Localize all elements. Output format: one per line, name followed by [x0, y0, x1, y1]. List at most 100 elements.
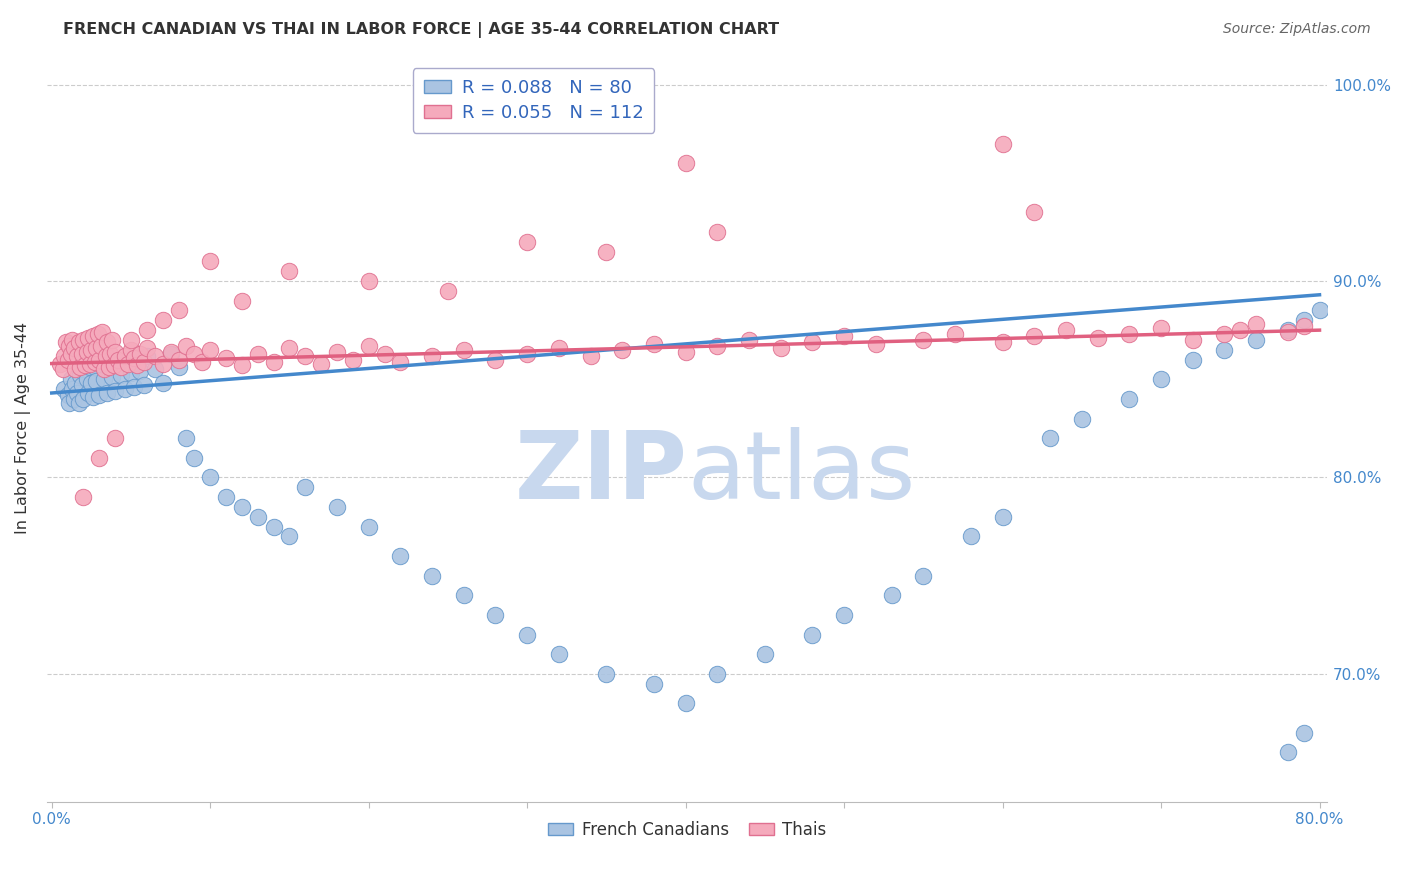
Point [63, 392, 86, 406]
Point [547, 341, 569, 355]
Point [69, 360, 91, 375]
Point [420, 568, 443, 582]
Point [132, 354, 155, 368]
Point [176, 339, 198, 353]
Point [912, 333, 935, 347]
Point [991, 136, 1014, 151]
Point [278, 264, 301, 278]
Point [1308, 303, 1330, 318]
Point [1039, 431, 1062, 445]
Point [66, 386, 89, 401]
Point [1277, 746, 1299, 760]
Point [706, 225, 728, 239]
Point [200, 254, 222, 268]
Point [83, 354, 105, 368]
Point [143, 349, 166, 363]
Point [52, 362, 75, 376]
Point [104, 344, 127, 359]
Point [77, 386, 100, 401]
Point [357, 339, 380, 353]
Point [880, 588, 903, 602]
Point [167, 303, 190, 318]
Point [263, 354, 285, 368]
Text: ZIP: ZIP [515, 427, 688, 519]
Point [612, 343, 634, 357]
Point [76, 372, 98, 386]
Point [389, 549, 412, 563]
Point [56, 352, 79, 367]
Point [122, 380, 145, 394]
Point [152, 376, 174, 391]
Point [69, 368, 91, 383]
Point [120, 333, 142, 347]
Point [143, 362, 166, 376]
Point [1054, 323, 1077, 337]
Point [63, 341, 86, 355]
Point [991, 334, 1014, 349]
Point [48, 357, 70, 371]
Point [1118, 327, 1140, 342]
Point [58, 339, 80, 353]
Point [991, 509, 1014, 524]
Point [1070, 411, 1092, 425]
Point [53, 349, 76, 363]
Point [104, 431, 127, 445]
Point [231, 500, 253, 514]
Point [675, 697, 697, 711]
Point [231, 293, 253, 308]
Point [79, 357, 101, 371]
Point [912, 568, 935, 582]
Point [59, 347, 82, 361]
Point [453, 588, 475, 602]
Point [94, 349, 117, 363]
Point [82, 329, 104, 343]
Point [342, 352, 364, 367]
Point [200, 343, 222, 357]
Point [1229, 323, 1251, 337]
Point [91, 359, 114, 373]
Point [326, 344, 349, 359]
Point [516, 347, 538, 361]
Point [127, 351, 149, 365]
Point [579, 349, 602, 363]
Point [89, 450, 111, 465]
Point [191, 354, 214, 368]
Point [1087, 331, 1109, 345]
Point [326, 500, 349, 514]
Point [420, 349, 443, 363]
Point [122, 351, 145, 365]
Point [643, 337, 665, 351]
Point [67, 396, 90, 410]
Y-axis label: In Labor Force | Age 35-44: In Labor Force | Age 35-44 [15, 322, 31, 534]
Point [215, 351, 238, 365]
Point [67, 334, 90, 349]
Point [1213, 343, 1236, 357]
Point [135, 341, 157, 355]
Point [101, 333, 124, 347]
Point [120, 343, 142, 357]
Point [73, 359, 96, 373]
Point [595, 244, 617, 259]
Point [832, 329, 855, 343]
Point [200, 470, 222, 484]
Point [159, 347, 181, 361]
Point [135, 349, 157, 363]
Point [107, 352, 129, 367]
Point [120, 367, 142, 381]
Point [437, 284, 460, 298]
Point [66, 349, 89, 363]
Point [90, 339, 112, 353]
Point [754, 647, 776, 661]
Point [484, 607, 506, 622]
Point [1277, 323, 1299, 337]
Point [643, 676, 665, 690]
Point [84, 341, 107, 355]
Point [91, 325, 114, 339]
Point [1024, 205, 1046, 219]
Point [294, 349, 316, 363]
Point [706, 339, 728, 353]
Point [1292, 319, 1315, 334]
Point [960, 529, 983, 543]
Point [129, 364, 152, 378]
Point [373, 347, 395, 361]
